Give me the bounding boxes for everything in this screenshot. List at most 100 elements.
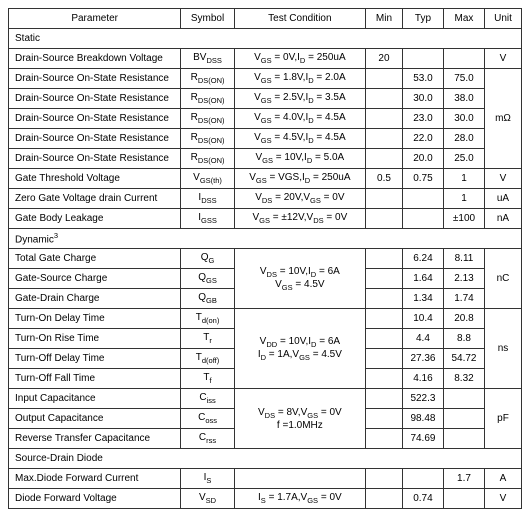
section-sdd-label: Source-Drain Diode [9,449,522,469]
section-dynamic: Dynamic3 [9,229,522,249]
param-cell: Turn-On Rise Time [9,329,181,349]
min-cell [366,89,403,109]
condition-cell: VGS = 2.5V,ID = 3.5A [234,89,365,109]
typ-cell: 10.4 [402,309,443,329]
typ-cell: 53.0 [402,69,443,89]
param-cell: Gate Body Leakage [9,209,181,229]
condition-cell: VGS = 4.0V,ID = 4.5A [234,109,365,129]
param-cell: Drain-Source On-State Resistance [9,89,181,109]
section-static-label: Static [9,29,522,49]
param-cell: Drain-Source On-State Resistance [9,149,181,169]
typ-cell: 4.4 [402,329,443,349]
param-cell: Input Capacitance [9,389,181,409]
param-cell: Total Gate Charge [9,249,181,269]
min-cell [366,329,403,349]
section-sdd: Source-Drain Diode [9,449,522,469]
param-cell: Gate Threshold Voltage [9,169,181,189]
condition-cell: VGS = 10V,ID = 5.0A [234,149,365,169]
typ-cell: 30.0 [402,89,443,109]
min-cell [366,489,403,509]
condition-cell: VGS = 0V,ID = 250uA [234,49,365,69]
max-cell: 8.32 [443,369,484,389]
header-typ: Typ [402,9,443,29]
min-cell [366,389,403,409]
param-cell: Turn-On Delay Time [9,309,181,329]
typ-cell: 0.75 [402,169,443,189]
symbol-cell: Tr [181,329,234,349]
max-cell: 54.72 [443,349,484,369]
typ-cell [402,469,443,489]
condition-cell [234,469,365,489]
typ-cell [402,209,443,229]
table-row: Turn-On Delay Time Td(on) VDD = 10V,ID =… [9,309,522,329]
parameters-table: Parameter Symbol Test Condition Min Typ … [8,8,522,509]
min-cell [366,429,403,449]
symbol-cell: Td(off) [181,349,234,369]
table-row: Drain-Source Breakdown Voltage BVDSS VGS… [9,49,522,69]
min-cell [366,249,403,269]
max-cell: 25.0 [443,149,484,169]
unit-cell: V [485,489,522,509]
min-cell [366,69,403,89]
param-cell: Output Capacitance [9,409,181,429]
max-cell [443,389,484,409]
typ-cell: 98.48 [402,409,443,429]
condition-cell: VDS = 8V,VGS = 0V f =1.0MHz [234,389,365,449]
unit-cell: V [485,169,522,189]
typ-cell: 1.64 [402,269,443,289]
typ-cell: 6.24 [402,249,443,269]
typ-cell: 27.36 [402,349,443,369]
symbol-cell: RDS(ON) [181,69,234,89]
section-static: Static [9,29,522,49]
unit-cell: V [485,49,522,69]
typ-cell: 1.34 [402,289,443,309]
condition-cell: VGS = ±12V,VDS = 0V [234,209,365,229]
min-cell [366,209,403,229]
symbol-cell: Tf [181,369,234,389]
unit-cell: nC [485,249,522,309]
condition-cell: VDS = 10V,ID = 6A VGS = 4.5V [234,249,365,309]
max-cell: 2.13 [443,269,484,289]
condition-cell: IS = 1.7A,VGS = 0V [234,489,365,509]
symbol-cell: QGS [181,269,234,289]
header-condition: Test Condition [234,9,365,29]
min-cell [366,269,403,289]
typ-cell: 0.74 [402,489,443,509]
symbol-cell: VGS(th) [181,169,234,189]
symbol-cell: VSD [181,489,234,509]
param-cell: Drain-Source On-State Resistance [9,129,181,149]
typ-cell: 22.0 [402,129,443,149]
param-cell: Turn-Off Fall Time [9,369,181,389]
table-row: Drain-Source On-State Resistance RDS(ON)… [9,149,522,169]
max-cell: 75.0 [443,69,484,89]
header-row: Parameter Symbol Test Condition Min Typ … [9,9,522,29]
table-row: Input Capacitance Ciss VDS = 8V,VGS = 0V… [9,389,522,409]
table-row: Diode Forward Voltage VSD IS = 1.7A,VGS … [9,489,522,509]
param-cell: Gate-Drain Charge [9,289,181,309]
header-max: Max [443,9,484,29]
max-cell: 8.8 [443,329,484,349]
param-cell: Zero Gate Voltage drain Current [9,189,181,209]
condition-cell: VDS = 20V,VGS = 0V [234,189,365,209]
header-symbol: Symbol [181,9,234,29]
table-row: Total Gate Charge QG VDS = 10V,ID = 6A V… [9,249,522,269]
typ-cell: 20.0 [402,149,443,169]
symbol-cell: RDS(ON) [181,149,234,169]
param-cell: Drain-Source On-State Resistance [9,109,181,129]
condition-cell: VGS = VGS,ID = 250uA [234,169,365,189]
max-cell [443,409,484,429]
table-row: Drain-Source On-State Resistance RDS(ON)… [9,89,522,109]
param-cell: Drain-Source Breakdown Voltage [9,49,181,69]
header-unit: Unit [485,9,522,29]
min-cell: 20 [366,49,403,69]
min-cell: 0.5 [366,169,403,189]
symbol-cell: IS [181,469,234,489]
param-cell: Gate-Source Charge [9,269,181,289]
max-cell: 8.11 [443,249,484,269]
max-cell: 1.74 [443,289,484,309]
symbol-cell: IGSS [181,209,234,229]
unit-cell: nA [485,209,522,229]
table-row: Drain-Source On-State Resistance RDS(ON)… [9,109,522,129]
max-cell: 30.0 [443,109,484,129]
symbol-cell: RDS(ON) [181,89,234,109]
